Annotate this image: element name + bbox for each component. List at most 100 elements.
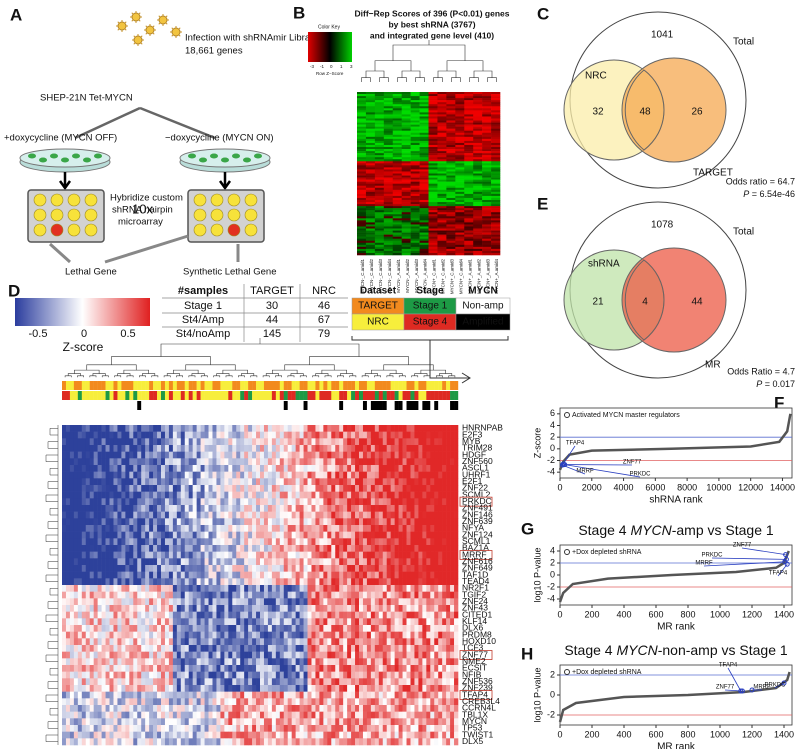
heatmap-cell [319, 591, 324, 599]
heatmap-cell [401, 189, 411, 193]
heatmap-cell [93, 511, 98, 519]
heatmap-cell [401, 147, 411, 150]
heatmap-cell [374, 244, 385, 248]
heatmap-cell [464, 179, 474, 182]
heatmap-cell [283, 525, 289, 532]
heatmap-cell [248, 545, 253, 552]
heatmap-cell [81, 518, 87, 526]
heatmap-cell [419, 169, 429, 172]
heatmap-cell [291, 531, 296, 539]
heatmap-cell [401, 122, 411, 125]
heatmap-cell [137, 438, 142, 446]
heatmap-cell [438, 511, 443, 519]
heatmap-cell [464, 110, 474, 113]
heatmap-cell [228, 611, 233, 619]
stage-bar [362, 391, 368, 400]
heatmap-cell [97, 565, 102, 572]
heatmap-cell [464, 118, 474, 121]
heatmap-cell [236, 471, 241, 479]
heatmap-cell [359, 618, 364, 626]
heatmap-cell [97, 425, 102, 432]
heatmap-cell [192, 565, 197, 572]
heatmap-cell [359, 505, 364, 512]
heatmap-cell [192, 545, 197, 552]
heatmap-cell [168, 485, 174, 492]
stage-bar [279, 391, 284, 400]
heatmap-cell [129, 445, 134, 452]
dataset-bar [267, 381, 273, 390]
heatmap-cell [374, 511, 380, 519]
heatmap-cell [410, 236, 420, 239]
heatmap-cell [267, 605, 273, 612]
heatmap-cell [374, 252, 385, 256]
heatmap-cell [323, 585, 328, 592]
heatmap-cell [418, 425, 423, 432]
heatmap-cell [365, 128, 376, 132]
heatmap-cell [315, 578, 320, 586]
heatmap-cell [362, 625, 368, 632]
heatmap-cell [473, 238, 483, 242]
heatmap-cell [145, 538, 150, 546]
heatmap-cell [450, 431, 455, 439]
heatmap-cell [347, 478, 352, 486]
heatmap-cell [65, 511, 71, 519]
heatmap-cell [482, 114, 492, 117]
heatmap-cell [473, 193, 483, 197]
heatmap-cell [267, 525, 273, 532]
heatmap-cell [355, 478, 360, 486]
heatmap-cell [89, 525, 94, 532]
heatmap-cell [357, 179, 367, 182]
heatmap-cell [398, 491, 403, 499]
heatmap-cell [365, 100, 376, 103]
heatmap-cell [121, 485, 126, 492]
heatmap-cell [442, 458, 447, 466]
heatmap-cell [145, 531, 150, 539]
heatmap-cell [153, 625, 158, 632]
heatmap-cell [129, 571, 134, 579]
heatmap-cell [419, 202, 429, 205]
heatmap-cell [482, 167, 492, 170]
heatmap-cell [442, 431, 447, 439]
heatmap-cell [97, 571, 102, 579]
heatmap-cell [65, 458, 71, 466]
heatmap-cell [428, 102, 438, 105]
heatmap-cell [73, 578, 79, 586]
heatmap-cell [402, 511, 407, 519]
heatmap-cell [464, 224, 474, 227]
heatmap-cell [419, 216, 429, 219]
heatmap-cell [62, 585, 67, 592]
cell [232, 153, 240, 159]
heatmap-cell [263, 445, 269, 452]
mycn-bar [65, 401, 71, 410]
heatmap-cell [383, 214, 394, 217]
heatmap-cell [244, 465, 249, 472]
heatmap-cell [362, 438, 368, 446]
heatmap-cell [331, 438, 336, 446]
heatmap-cell [473, 120, 483, 123]
stage-bar [77, 391, 82, 400]
heatmap-cell [362, 505, 368, 512]
stage-bar [331, 391, 336, 400]
heatmap-cell [65, 585, 71, 592]
heatmap-cell [482, 238, 492, 242]
heatmap-cell [85, 611, 91, 619]
heatmap-cell [464, 204, 474, 207]
heatmap-cell [365, 236, 376, 239]
heatmap-cell [287, 471, 292, 479]
heatmap-cell [343, 511, 348, 519]
heatmap-cell [168, 518, 174, 526]
heatmap-cell [271, 511, 277, 519]
heatmap-cell [263, 558, 269, 566]
heatmap-cell [244, 531, 249, 539]
heatmap-cell [164, 585, 170, 592]
heatmap-cell [315, 451, 320, 459]
heatmap-cell [196, 565, 201, 572]
heatmap-cell [323, 538, 328, 546]
heatmap-cell [392, 234, 402, 237]
heatmap-cell [366, 465, 372, 472]
heatmap-cell [464, 220, 474, 223]
heatmap-cell [307, 618, 312, 626]
heatmap-cell [327, 531, 332, 539]
heatmap-cell [422, 438, 427, 446]
heatmap-cell [244, 525, 249, 532]
